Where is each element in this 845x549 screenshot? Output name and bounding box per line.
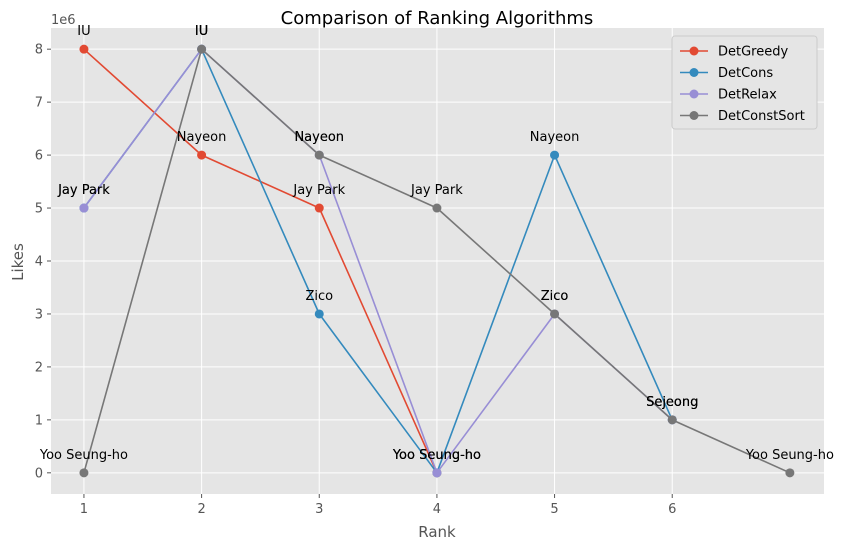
data-label: Nayeon: [294, 130, 344, 145]
y-tick-label: 8: [35, 43, 43, 58]
data-label: Sejeong: [646, 395, 698, 410]
data-label: Sejeong: [646, 395, 698, 410]
data-point: [432, 468, 442, 478]
data-label: Jay Park: [57, 183, 110, 198]
data-label: IU: [77, 24, 90, 39]
data-point: [785, 468, 795, 478]
x-tick-label: 2: [197, 502, 205, 517]
y-tick-label: 0: [35, 466, 43, 481]
chart-title: Comparison of Ranking Algorithms: [281, 8, 594, 29]
x-tick-label: 3: [315, 502, 323, 517]
data-label: Jay Park: [410, 183, 463, 198]
data-label: Yoo Seung-ho: [39, 448, 128, 463]
legend-label: DetCons: [718, 66, 773, 81]
x-tick-label: 4: [433, 502, 441, 517]
data-point: [667, 415, 677, 425]
x-axis-label: Rank: [418, 523, 456, 541]
y-offset-label: 1e6: [51, 13, 76, 28]
series-layer: [79, 44, 795, 478]
series-DetConstSort: [79, 44, 795, 478]
data-point: [314, 150, 324, 160]
data-label: Nayeon: [294, 130, 344, 145]
legend-label: DetConstSort: [718, 109, 805, 124]
data-label: Yoo Seung-ho: [745, 448, 834, 463]
legend-swatch-marker: [689, 46, 699, 56]
data-point: [314, 203, 324, 213]
data-label: Jay Park: [292, 183, 345, 198]
y-tick-label: 4: [35, 255, 43, 270]
data-label: Zico: [541, 289, 569, 304]
grid-layer: [51, 28, 824, 494]
x-tick-label: 1: [80, 502, 88, 517]
legend-swatch-marker: [689, 89, 699, 99]
data-point: [79, 44, 89, 54]
data-point: [79, 203, 89, 213]
data-point: [432, 203, 442, 213]
data-label: Yoo Seung-ho: [392, 448, 481, 463]
data-point: [197, 44, 207, 54]
y-tick-label: 3: [35, 307, 43, 322]
y-axis-label: Likes: [9, 243, 27, 281]
data-label: IU: [195, 24, 208, 39]
data-point: [550, 150, 560, 160]
data-point: [550, 309, 560, 319]
y-tick-label: 1: [35, 413, 43, 428]
data-label: Nayeon: [177, 130, 227, 145]
x-tick-label: 5: [550, 502, 558, 517]
data-label: IU: [195, 24, 208, 39]
y-tick-label: 7: [35, 96, 43, 111]
data-label: Yoo Seung-ho: [392, 448, 481, 463]
legend-swatch-marker: [689, 111, 699, 120]
legend-label: DetRelax: [718, 88, 777, 103]
data-point: [79, 468, 89, 478]
data-label: Jay Park: [57, 183, 110, 198]
y-tick-label: 5: [35, 202, 43, 217]
data-point: [314, 309, 324, 319]
x-tick-label: 6: [668, 502, 676, 517]
legend: DetGreedy DetCons DetRelax DetConstSort: [671, 35, 818, 130]
data-label: Yoo Seung-ho: [392, 448, 481, 463]
legend-frame: [671, 35, 818, 130]
tick-layer: 0 1 2 3 4 5 6 7 8 1 2 3 4 5 6: [35, 43, 677, 517]
data-point: [197, 150, 207, 160]
annotation-layer: IU Nayeon Jay Park Yoo Seung-ho Jay Park IU Zi…: [39, 24, 834, 463]
data-label: IU: [195, 24, 208, 39]
legend-label: DetGreedy: [718, 45, 788, 60]
y-tick-label: 6: [35, 149, 43, 164]
data-label: Nayeon: [530, 130, 580, 145]
data-label: Zico: [541, 289, 569, 304]
y-tick-label: 2: [35, 360, 43, 375]
data-label: Sejeong: [646, 395, 698, 410]
data-label: Zico: [305, 289, 333, 304]
legend-swatch-marker: [689, 68, 699, 77]
